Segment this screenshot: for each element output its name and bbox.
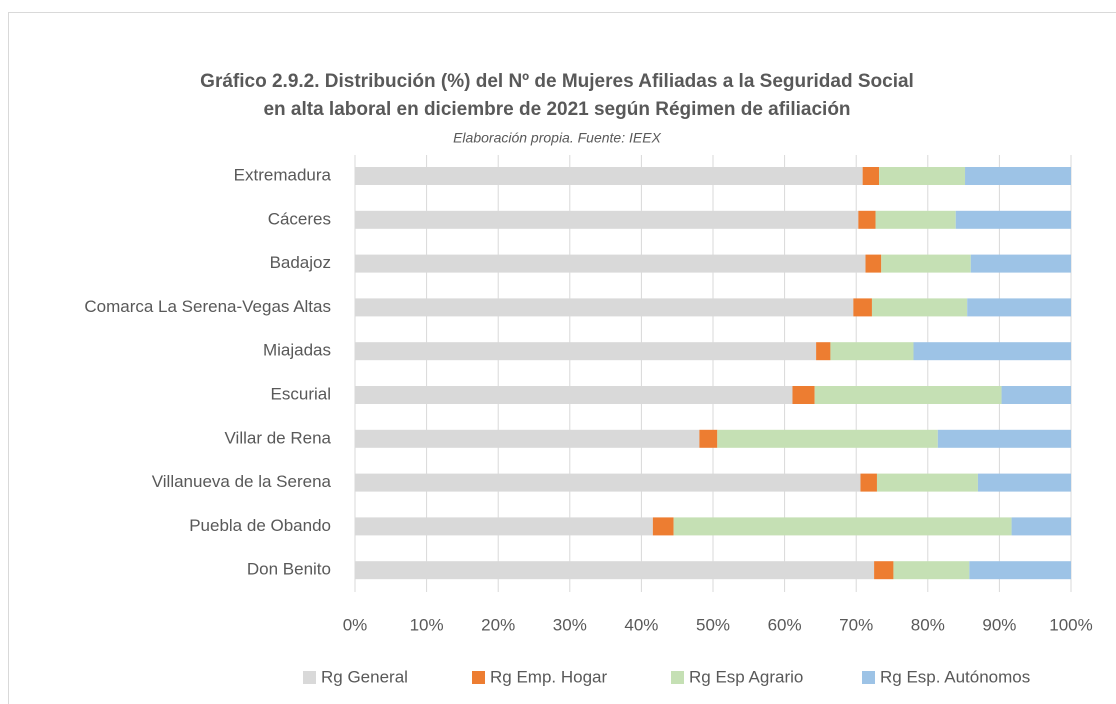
bar-segment: [881, 254, 971, 273]
y-tick-label: Extremadura: [234, 165, 332, 184]
bar-segment: [355, 298, 854, 317]
bar-segment: [893, 561, 970, 580]
bar-segment: [853, 298, 872, 317]
legend-swatch: [303, 671, 316, 684]
x-tick-label: 50%: [696, 615, 730, 634]
y-tick-label: Cáceres: [268, 209, 331, 228]
bar-segment: [977, 473, 1071, 492]
x-tick-label: 10%: [410, 615, 444, 634]
bar-segment: [858, 210, 876, 229]
x-tick-label: 30%: [553, 615, 587, 634]
chart-title: en alta laboral en diciembre de 2021 seg…: [263, 99, 850, 120]
bar-segment: [875, 210, 956, 229]
bar-segment: [1011, 517, 1071, 536]
bar-segment: [913, 342, 1071, 361]
legend-swatch: [472, 671, 485, 684]
legend-label: Rg Esp Agrario: [689, 667, 803, 686]
legend-label: Rg General: [321, 667, 408, 686]
x-tick-label: 0%: [343, 615, 368, 634]
bar-segment: [355, 342, 817, 361]
bar-segment: [865, 254, 882, 273]
legend-label: Rg Esp. Autónomos: [880, 667, 1030, 686]
bar-segment: [937, 429, 1071, 448]
y-tick-label: Miajadas: [263, 341, 331, 360]
bar-segment: [879, 167, 966, 185]
bar-segment: [860, 473, 877, 492]
y-tick-label: Comarca La Serena-Vegas Altas: [84, 297, 331, 316]
x-tick-label: 100%: [1049, 615, 1092, 634]
bar-segment: [355, 210, 859, 229]
bar-segment: [792, 386, 815, 404]
bar-segment: [717, 429, 938, 448]
bar-segment: [814, 386, 1002, 404]
bar-segment: [699, 429, 718, 448]
x-tick-label: 80%: [911, 615, 945, 634]
bar-segment: [967, 298, 1071, 317]
bar-segment: [871, 298, 968, 317]
y-tick-label: Villar de Rena: [225, 428, 332, 447]
y-tick-label: Escurial: [271, 384, 331, 403]
x-tick-label: 60%: [768, 615, 802, 634]
bar-segment: [355, 517, 653, 536]
legend-label: Rg Emp. Hogar: [490, 667, 607, 686]
bar-segment: [1001, 386, 1071, 404]
chart-title: Gráfico 2.9.2. Distribución (%) del Nº d…: [200, 71, 914, 92]
legend-swatch: [862, 671, 875, 684]
y-tick-label: Puebla de Obando: [189, 516, 331, 535]
bar-segment: [876, 473, 978, 492]
bar-segment: [355, 561, 875, 580]
bar-segment: [355, 167, 863, 185]
x-tick-label: 20%: [481, 615, 515, 634]
x-tick-label: 40%: [624, 615, 658, 634]
bar-segment: [355, 386, 793, 404]
legend-swatch: [671, 671, 684, 684]
bar-segment: [816, 342, 831, 361]
bar-segment: [652, 517, 674, 536]
bar-segment: [862, 167, 880, 185]
bar-segment: [830, 342, 914, 361]
chart-subtitle: Elaboración propia. Fuente: IEEX: [453, 130, 661, 146]
bar-segment: [355, 473, 861, 492]
bar-segment: [874, 561, 894, 580]
y-tick-label: Don Benito: [247, 560, 331, 579]
bar-segment: [355, 254, 866, 273]
y-tick-label: Badajoz: [270, 253, 331, 272]
bar-segment: [955, 210, 1071, 229]
bar-segment: [673, 517, 1012, 536]
bar-segment: [970, 254, 1071, 273]
x-tick-label: 70%: [839, 615, 873, 634]
bar-segment: [355, 429, 700, 448]
x-tick-label: 90%: [982, 615, 1016, 634]
y-tick-label: Villanueva de la Serena: [152, 472, 332, 491]
bar-segment: [965, 167, 1071, 185]
bar-segment: [969, 561, 1071, 580]
